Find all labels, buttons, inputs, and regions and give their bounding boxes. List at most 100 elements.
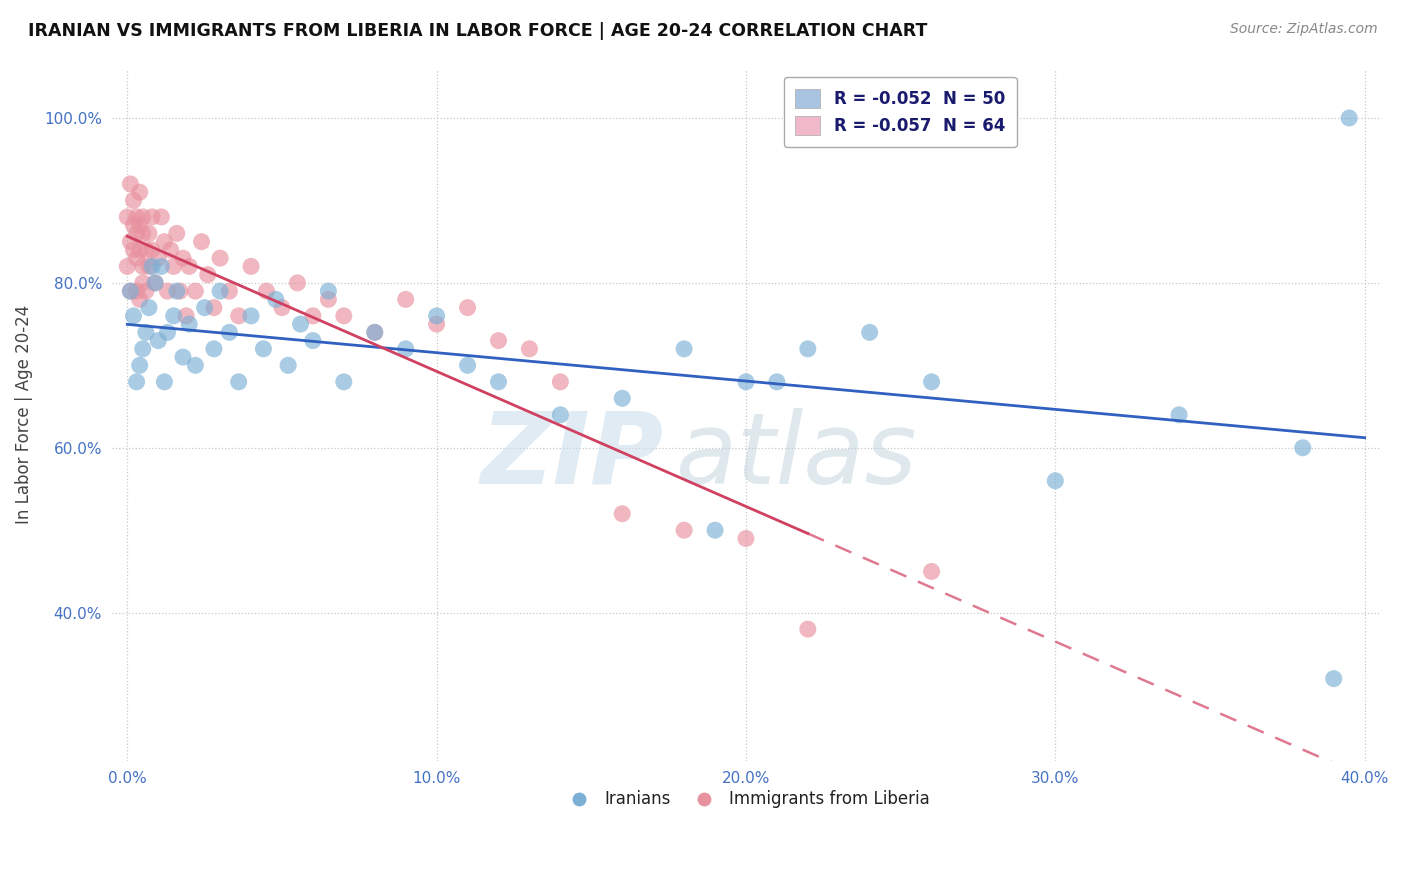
Point: [128, 243, 150, 257]
Point: [120, 177, 142, 191]
Point: [190, 235, 212, 249]
Text: ZIP: ZIP: [481, 408, 664, 505]
Point: [125, 227, 148, 241]
Point: [163, 309, 186, 323]
Point: [150, 260, 173, 274]
Point: [125, 251, 148, 265]
Point: [240, 260, 263, 274]
Point: [179, 260, 201, 274]
Point: [169, 284, 191, 298]
Point: [148, 334, 170, 348]
Point: [132, 260, 155, 274]
Point: [120, 235, 142, 249]
Point: [122, 218, 145, 232]
Point: [143, 276, 166, 290]
Point: [128, 218, 150, 232]
Point: [333, 309, 356, 323]
Point: [153, 375, 176, 389]
Point: [766, 375, 789, 389]
Text: Source: ZipAtlas.com: Source: ZipAtlas.com: [1230, 22, 1378, 37]
Point: [125, 210, 148, 224]
Point: [132, 227, 155, 241]
Point: [287, 276, 309, 290]
Point: [1168, 408, 1191, 422]
Point: [457, 301, 479, 315]
Point: [395, 293, 418, 307]
Point: [122, 243, 145, 257]
Point: [859, 326, 882, 340]
Point: [141, 260, 163, 274]
Point: [302, 309, 325, 323]
Point: [172, 251, 194, 265]
Point: [141, 210, 163, 224]
Point: [797, 622, 820, 636]
Point: [488, 334, 510, 348]
Point: [197, 268, 219, 282]
Point: [166, 284, 188, 298]
Point: [302, 334, 325, 348]
Point: [156, 326, 179, 340]
Point: [797, 342, 820, 356]
Y-axis label: In Labor Force | Age 20-24: In Labor Force | Age 20-24: [15, 305, 32, 524]
Point: [117, 210, 139, 224]
Point: [240, 309, 263, 323]
Point: [1339, 111, 1361, 125]
Point: [550, 408, 572, 422]
Point: [612, 392, 634, 406]
Point: [135, 284, 157, 298]
Point: [138, 227, 160, 241]
Point: [150, 210, 173, 224]
Point: [550, 375, 572, 389]
Point: [228, 375, 250, 389]
Point: [141, 243, 163, 257]
Point: [673, 523, 696, 537]
Point: [704, 523, 727, 537]
Point: [166, 227, 188, 241]
Point: [194, 301, 217, 315]
Point: [318, 293, 340, 307]
Point: [122, 309, 145, 323]
Point: [333, 375, 356, 389]
Point: [1292, 441, 1315, 455]
Point: [184, 359, 207, 373]
Point: [135, 243, 157, 257]
Text: IRANIAN VS IMMIGRANTS FROM LIBERIA IN LABOR FORCE | AGE 20-24 CORRELATION CHART: IRANIAN VS IMMIGRANTS FROM LIBERIA IN LA…: [28, 22, 928, 40]
Point: [488, 375, 510, 389]
Point: [128, 359, 150, 373]
Point: [277, 359, 299, 373]
Point: [673, 342, 696, 356]
Point: [179, 317, 201, 331]
Point: [921, 375, 943, 389]
Point: [132, 342, 155, 356]
Point: [174, 309, 197, 323]
Point: [735, 375, 758, 389]
Legend: Iranians, Immigrants from Liberia: Iranians, Immigrants from Liberia: [555, 784, 936, 815]
Point: [256, 284, 278, 298]
Point: [290, 317, 312, 331]
Point: [128, 185, 150, 199]
Point: [519, 342, 541, 356]
Point: [364, 326, 387, 340]
Point: [218, 284, 240, 298]
Point: [172, 350, 194, 364]
Point: [138, 301, 160, 315]
Point: [159, 243, 181, 257]
Point: [209, 251, 232, 265]
Point: [138, 260, 160, 274]
Point: [318, 284, 340, 298]
Point: [218, 326, 240, 340]
Point: [921, 565, 943, 579]
Point: [364, 326, 387, 340]
Point: [735, 532, 758, 546]
Point: [143, 276, 166, 290]
Point: [163, 260, 186, 274]
Point: [132, 210, 155, 224]
Point: [135, 326, 157, 340]
Point: [395, 342, 418, 356]
Point: [209, 284, 232, 298]
Point: [125, 375, 148, 389]
Point: [271, 301, 294, 315]
Point: [148, 251, 170, 265]
Text: atlas: atlas: [676, 408, 918, 505]
Point: [156, 284, 179, 298]
